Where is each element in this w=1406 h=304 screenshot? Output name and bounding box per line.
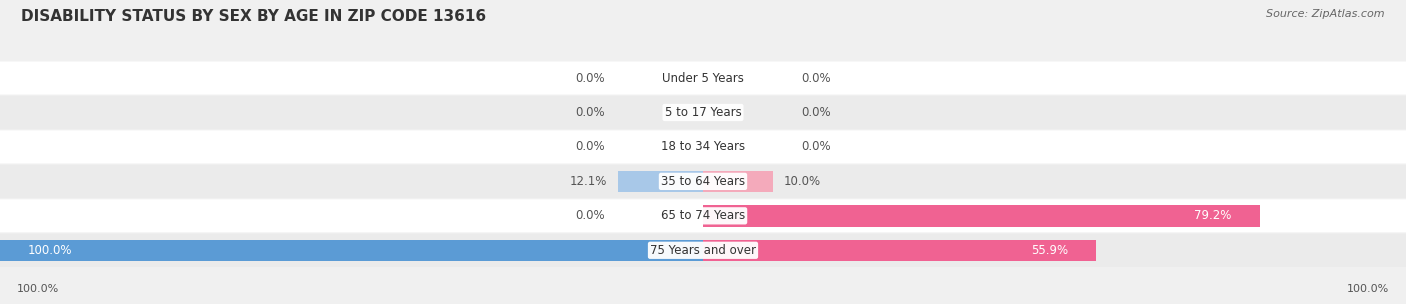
- Text: 0.0%: 0.0%: [801, 106, 831, 119]
- Bar: [703, 205, 1260, 226]
- Text: 0.0%: 0.0%: [575, 71, 605, 85]
- Text: 65 to 74 Years: 65 to 74 Years: [661, 209, 745, 222]
- Text: 79.2%: 79.2%: [1194, 209, 1232, 222]
- Text: 75 Years and over: 75 Years and over: [650, 244, 756, 257]
- FancyBboxPatch shape: [0, 61, 1406, 95]
- Text: 0.0%: 0.0%: [801, 140, 831, 154]
- Text: 100.0%: 100.0%: [1347, 284, 1389, 294]
- Text: 100.0%: 100.0%: [17, 284, 59, 294]
- Text: Under 5 Years: Under 5 Years: [662, 71, 744, 85]
- Text: DISABILITY STATUS BY SEX BY AGE IN ZIP CODE 13616: DISABILITY STATUS BY SEX BY AGE IN ZIP C…: [21, 9, 486, 24]
- Text: 0.0%: 0.0%: [575, 140, 605, 154]
- FancyBboxPatch shape: [0, 96, 1406, 129]
- Bar: [703, 240, 1097, 261]
- Text: 0.0%: 0.0%: [575, 209, 605, 222]
- FancyBboxPatch shape: [0, 234, 1406, 267]
- Text: 55.9%: 55.9%: [1031, 244, 1069, 257]
- FancyBboxPatch shape: [0, 130, 1406, 164]
- Text: 12.1%: 12.1%: [569, 175, 607, 188]
- Bar: [703, 171, 773, 192]
- Text: 0.0%: 0.0%: [575, 106, 605, 119]
- Text: 5 to 17 Years: 5 to 17 Years: [665, 106, 741, 119]
- Text: 18 to 34 Years: 18 to 34 Years: [661, 140, 745, 154]
- Text: Source: ZipAtlas.com: Source: ZipAtlas.com: [1267, 9, 1385, 19]
- FancyBboxPatch shape: [0, 199, 1406, 232]
- FancyBboxPatch shape: [0, 165, 1406, 198]
- Text: 0.0%: 0.0%: [801, 71, 831, 85]
- Bar: [619, 171, 703, 192]
- Text: 10.0%: 10.0%: [785, 175, 821, 188]
- Bar: [0, 240, 703, 261]
- Text: 35 to 64 Years: 35 to 64 Years: [661, 175, 745, 188]
- Text: 100.0%: 100.0%: [28, 244, 73, 257]
